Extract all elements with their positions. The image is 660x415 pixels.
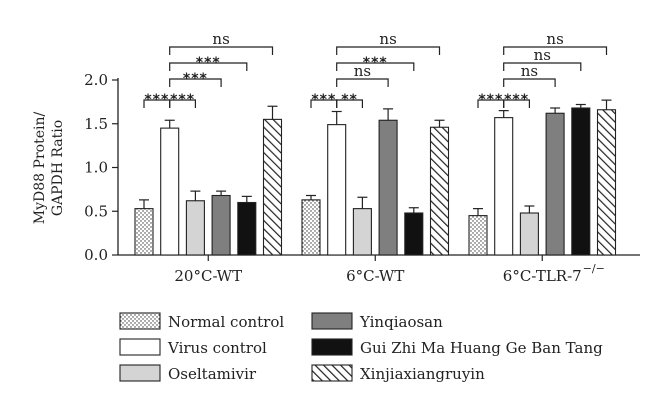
legend-label: Xinjiaxiangruyin (360, 365, 485, 383)
bar-2-2 (519, 212, 539, 256)
legend-label: Normal control (168, 313, 284, 331)
legend-label: Virus control (167, 339, 267, 357)
sig-bracket (336, 78, 389, 87)
bar-0-1 (301, 199, 321, 256)
legend-swatch (311, 338, 353, 356)
y-tick-label: 0.5 (84, 202, 108, 220)
legend-label: Yinqiaosan (359, 313, 443, 331)
sig-bracket (169, 46, 274, 55)
legend-swatch (119, 364, 161, 382)
legend-swatch (119, 312, 161, 330)
bar-3-2 (545, 112, 565, 256)
sig-bracket (336, 46, 441, 55)
legend-swatch (119, 338, 161, 356)
legend-label: Oseltamivir (168, 365, 257, 383)
bar-5-2 (596, 109, 617, 256)
x-group-label: 6°C-WT (346, 267, 404, 285)
sig-bracket (169, 62, 248, 71)
sig-label: ns (546, 30, 563, 48)
legend-swatch (311, 364, 353, 382)
sig-label: *** (144, 92, 169, 108)
y-tick-label: 0.0 (84, 246, 108, 264)
bar-0-0 (134, 208, 154, 256)
bar-4-0 (237, 201, 257, 256)
bar-1-1 (327, 124, 347, 256)
bar-0-2 (468, 215, 488, 256)
x-group-label: 20°C-WT (174, 267, 242, 285)
sig-label: ns (379, 30, 396, 48)
y-tick-label: 1.5 (84, 115, 108, 133)
y-tick-label: 2.0 (84, 71, 108, 89)
y-axis-label-line2: GAPDH Ratio (50, 120, 66, 216)
sig-bracket (169, 99, 196, 108)
axes: 0.0 0.5 1.0 1.5 2.0 MyD88 Protein/GAPDH Ratio… (32, 71, 640, 285)
sig-bracket (503, 62, 582, 71)
y-axis-label-line1: MyD88 Protein/ (32, 112, 48, 225)
bar-5-0 (262, 118, 283, 256)
sig-label: ns (212, 30, 229, 48)
bars (134, 99, 617, 256)
sig-label: *** (183, 71, 208, 87)
sig-label: *** (170, 92, 195, 108)
legend-label: Gui Zhi Ma Huang Ge Ban Tang (360, 339, 603, 357)
bar-3-0 (211, 194, 231, 256)
bar-4-1 (404, 212, 424, 256)
bar-1-0 (160, 127, 180, 256)
sig-label: ns (521, 62, 538, 80)
sig-label: *** (504, 92, 529, 108)
legend-swatch (311, 312, 353, 330)
sig-label: *** (311, 92, 336, 108)
y-tick-label: 1.0 (84, 159, 108, 177)
sig-bracket (169, 78, 222, 87)
sig-label: ns (354, 62, 371, 80)
sig-label: *** (363, 55, 388, 71)
x-group-label: 6°C-TLR-7 (503, 267, 582, 285)
sig-label: ns (534, 46, 551, 64)
legend: Normal control Virus control Oseltamivir Yi… (119, 312, 603, 383)
sig-bracket (503, 78, 556, 87)
sig-label: *** (196, 55, 221, 71)
bar-4-2 (571, 107, 591, 256)
sig-bracket (503, 99, 530, 108)
bar-2-0 (185, 200, 205, 256)
sig-bracket (503, 46, 608, 55)
bar-2-1 (352, 208, 372, 256)
sig-label: ** (341, 92, 358, 108)
bar-1-2 (494, 117, 514, 256)
sig-label: *** (478, 92, 503, 108)
bar-3-1 (378, 119, 398, 256)
sig-bracket (336, 99, 363, 108)
sig-bracket (336, 62, 415, 71)
bar-5-1 (429, 126, 450, 256)
x-group-label-superscript: −/− (583, 262, 605, 275)
